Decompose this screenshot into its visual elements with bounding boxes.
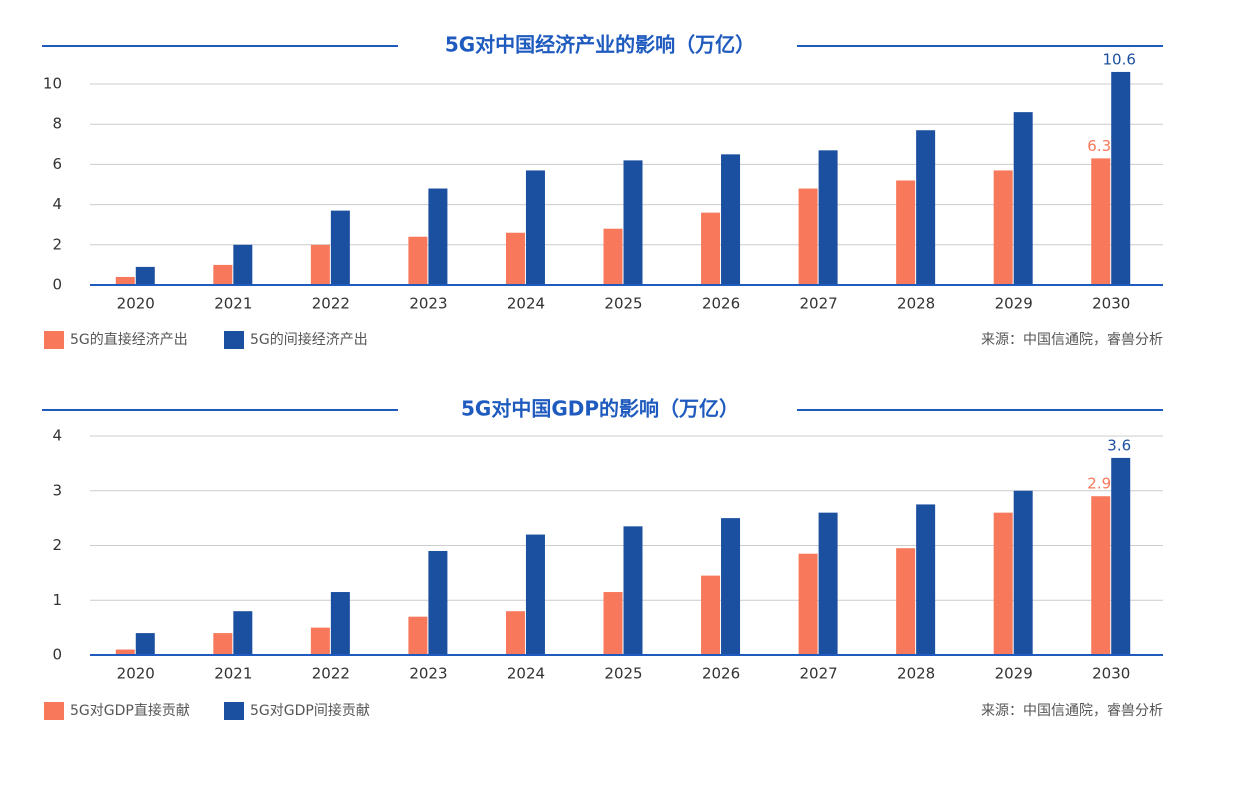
bar bbox=[213, 633, 233, 655]
bar bbox=[896, 180, 916, 285]
bar bbox=[916, 504, 936, 655]
x-tick-label: 2028 bbox=[897, 295, 935, 313]
bar bbox=[603, 228, 623, 285]
y-tick-label: 4 bbox=[52, 427, 62, 445]
x-tick-label: 2027 bbox=[799, 665, 837, 683]
legend-swatch bbox=[224, 702, 244, 720]
bar bbox=[310, 244, 330, 285]
bar bbox=[603, 592, 623, 655]
y-tick-label: 8 bbox=[52, 115, 62, 133]
bar bbox=[310, 627, 330, 655]
y-tick-label: 2 bbox=[52, 235, 62, 253]
bar bbox=[408, 236, 428, 285]
x-tick-label: 2027 bbox=[799, 295, 837, 313]
bar bbox=[818, 150, 838, 285]
legend-swatch bbox=[224, 331, 244, 349]
x-tick-label: 2030 bbox=[1092, 665, 1130, 683]
value-label: 3.6 bbox=[1107, 436, 1131, 454]
legend-swatch bbox=[44, 331, 64, 349]
bar bbox=[330, 210, 350, 285]
y-tick-label: 4 bbox=[52, 195, 62, 213]
y-tick-label: 1 bbox=[52, 591, 62, 609]
x-tick-label: 2024 bbox=[507, 295, 545, 313]
legend-label: 5G对GDP间接贡献 bbox=[250, 702, 370, 719]
bar bbox=[993, 170, 1013, 285]
bar bbox=[115, 276, 135, 285]
x-tick-label: 2029 bbox=[995, 665, 1033, 683]
bar bbox=[408, 616, 428, 655]
y-tick-label: 3 bbox=[52, 481, 62, 499]
bar bbox=[916, 130, 936, 285]
bar bbox=[330, 592, 350, 655]
bar bbox=[213, 264, 233, 285]
bar bbox=[525, 534, 545, 655]
bar bbox=[993, 512, 1013, 655]
bar bbox=[505, 611, 525, 655]
bar bbox=[701, 212, 721, 285]
bar bbox=[896, 548, 916, 655]
bar bbox=[1111, 457, 1131, 655]
chart-title: 5G对中国GDP的影响（万亿） bbox=[461, 397, 739, 421]
x-tick-label: 2025 bbox=[604, 295, 642, 313]
y-tick-label: 0 bbox=[52, 646, 62, 664]
bar bbox=[135, 266, 155, 285]
bar bbox=[505, 232, 525, 285]
source-note: 来源：中国信通院，睿兽分析 bbox=[981, 332, 1163, 348]
bar bbox=[135, 633, 155, 655]
legend-label: 5G的间接经济产出 bbox=[250, 331, 368, 348]
x-tick-label: 2023 bbox=[409, 665, 447, 683]
bar bbox=[233, 611, 253, 655]
x-tick-label: 2021 bbox=[214, 295, 252, 313]
bar bbox=[1111, 71, 1131, 285]
x-tick-label: 2020 bbox=[117, 665, 155, 683]
y-tick-label: 0 bbox=[52, 276, 62, 294]
bar bbox=[428, 188, 448, 285]
bar bbox=[623, 160, 643, 285]
x-tick-label: 2026 bbox=[702, 665, 740, 683]
x-tick-label: 2030 bbox=[1092, 295, 1130, 313]
bar bbox=[1013, 490, 1033, 655]
x-tick-label: 2022 bbox=[312, 665, 350, 683]
bar bbox=[233, 244, 253, 285]
bar bbox=[525, 170, 545, 285]
value-label: 2.9 bbox=[1087, 475, 1111, 493]
x-tick-label: 2026 bbox=[702, 295, 740, 313]
legend-label: 5G对GDP直接贡献 bbox=[70, 702, 190, 719]
bar bbox=[721, 518, 741, 655]
bar bbox=[428, 550, 448, 655]
bar bbox=[818, 512, 838, 655]
y-tick-label: 10 bbox=[43, 75, 62, 93]
legend-swatch bbox=[44, 702, 64, 720]
bar bbox=[701, 575, 721, 655]
y-tick-label: 2 bbox=[52, 536, 62, 554]
bar bbox=[623, 526, 643, 655]
bar bbox=[798, 553, 818, 655]
bar bbox=[1091, 496, 1111, 655]
x-tick-label: 2022 bbox=[312, 295, 350, 313]
bar bbox=[798, 188, 818, 285]
bar bbox=[1013, 112, 1033, 285]
bar bbox=[1091, 158, 1111, 285]
x-tick-label: 2028 bbox=[897, 665, 935, 683]
source-note: 来源：中国信通院，睿兽分析 bbox=[981, 703, 1163, 719]
bar bbox=[721, 154, 741, 285]
x-tick-label: 2023 bbox=[409, 295, 447, 313]
x-tick-label: 2021 bbox=[214, 665, 252, 683]
legend-label: 5G的直接经济产出 bbox=[70, 331, 188, 348]
y-tick-label: 6 bbox=[52, 155, 62, 173]
x-tick-label: 2029 bbox=[995, 295, 1033, 313]
x-tick-label: 2024 bbox=[507, 665, 545, 683]
x-tick-label: 2025 bbox=[604, 665, 642, 683]
x-tick-label: 2020 bbox=[117, 295, 155, 313]
chart-title: 5G对中国经济产业的影响（万亿） bbox=[445, 33, 755, 57]
value-label: 6.3 bbox=[1087, 137, 1111, 155]
value-label: 10.6 bbox=[1103, 50, 1136, 68]
bar bbox=[115, 649, 135, 655]
